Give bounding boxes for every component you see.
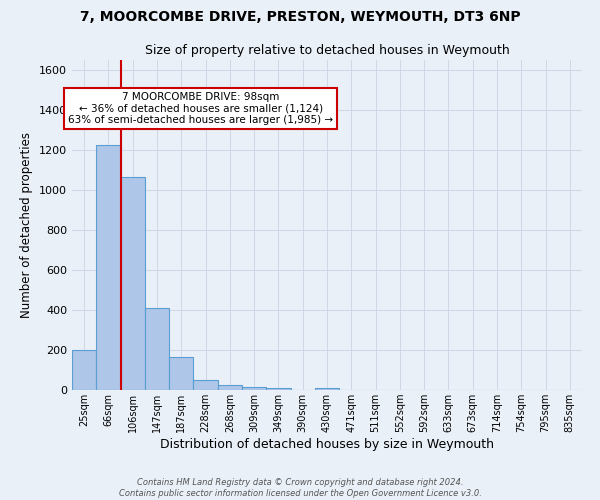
Text: 7, MOORCOMBE DRIVE, PRESTON, WEYMOUTH, DT3 6NP: 7, MOORCOMBE DRIVE, PRESTON, WEYMOUTH, D… <box>80 10 520 24</box>
Bar <box>121 177 145 390</box>
Bar <box>266 388 290 390</box>
Bar <box>169 357 193 390</box>
Bar <box>145 308 169 390</box>
Title: Size of property relative to detached houses in Weymouth: Size of property relative to detached ho… <box>145 44 509 58</box>
Bar <box>72 350 96 390</box>
Bar <box>218 385 242 390</box>
Text: Contains HM Land Registry data © Crown copyright and database right 2024.
Contai: Contains HM Land Registry data © Crown c… <box>119 478 481 498</box>
Bar <box>315 388 339 390</box>
Y-axis label: Number of detached properties: Number of detached properties <box>20 132 34 318</box>
Bar <box>96 145 121 390</box>
Bar <box>193 380 218 390</box>
X-axis label: Distribution of detached houses by size in Weymouth: Distribution of detached houses by size … <box>160 438 494 451</box>
Text: 7 MOORCOMBE DRIVE: 98sqm
← 36% of detached houses are smaller (1,124)
63% of sem: 7 MOORCOMBE DRIVE: 98sqm ← 36% of detach… <box>68 92 333 125</box>
Bar <box>242 387 266 390</box>
